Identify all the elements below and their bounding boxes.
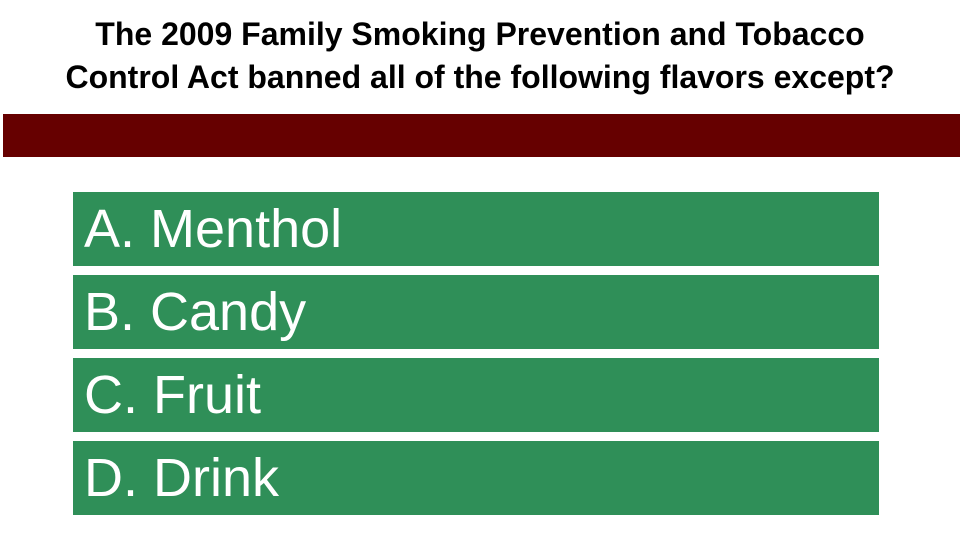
answer-option-b[interactable]: B. Candy (73, 275, 879, 349)
answer-option-c[interactable]: C. Fruit (73, 358, 879, 432)
answer-option-a[interactable]: A. Menthol (73, 192, 879, 266)
answer-option-d[interactable]: D. Drink (73, 441, 879, 515)
question-title: The 2009 Family Smoking Prevention and T… (0, 13, 960, 99)
answer-options-list: A. Menthol B. Candy C. Fruit D. Drink (73, 192, 879, 515)
divider-bar (3, 114, 960, 157)
question-line-2: Control Act banned all of the following … (65, 59, 895, 95)
question-line-1: The 2009 Family Smoking Prevention and T… (95, 16, 865, 52)
